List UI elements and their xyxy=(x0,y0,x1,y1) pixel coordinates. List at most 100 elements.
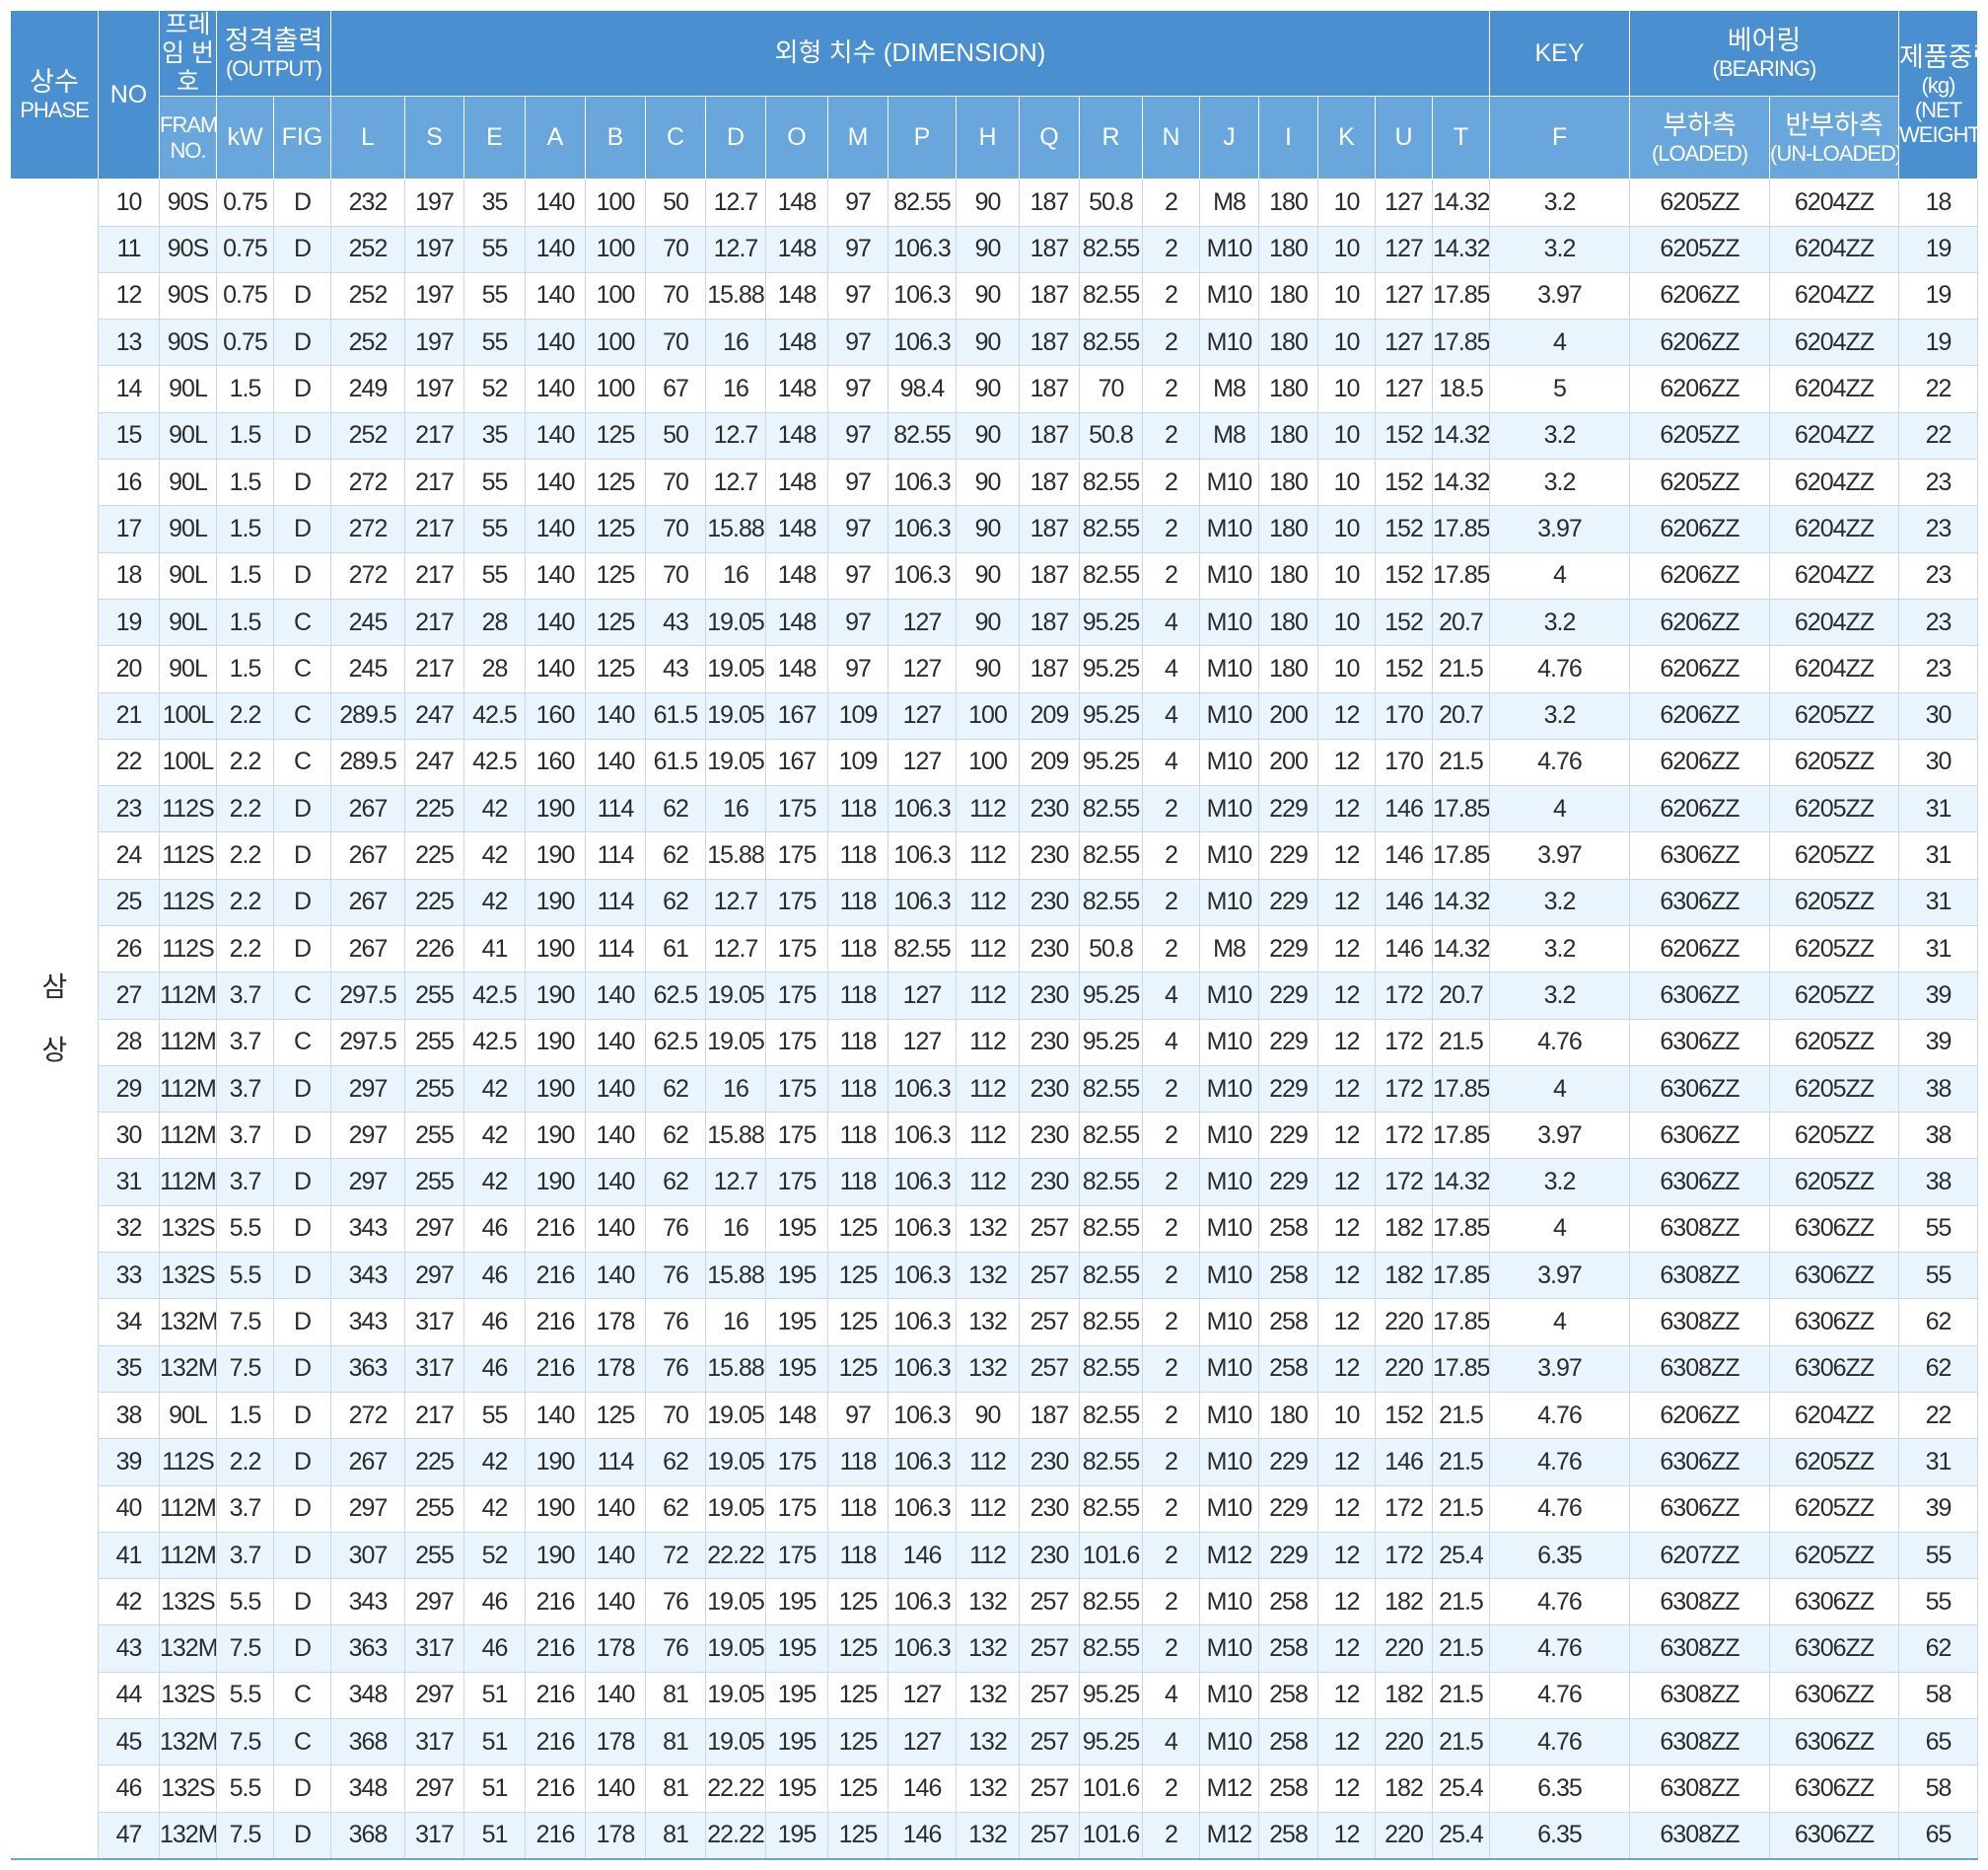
cell-key-f: 4.76 xyxy=(1489,1578,1630,1626)
table-row: 11 90S 0.75 D 252 197 55 140 100 70 12.7 148 97 106.3… xyxy=(11,225,1978,273)
cell-t: 17.85 xyxy=(1432,1252,1490,1300)
cell-h: 112 xyxy=(956,878,1020,927)
cell-j: M8 xyxy=(1199,411,1259,461)
cell-j: M10 xyxy=(1199,271,1259,321)
cell-frame: 112M xyxy=(159,971,217,1020)
cell-i: 258 xyxy=(1258,1204,1318,1254)
cell-b: 125 xyxy=(585,505,646,553)
cell-n: 2 xyxy=(1142,1764,1200,1813)
cell-a: 140 xyxy=(525,505,586,553)
cell-weight: 31 xyxy=(1898,831,1978,880)
table-row: 32 132S 5.5 D 343 297 46 216 140 76 16 195 125 106.3 1… xyxy=(11,1204,1978,1254)
cell-l: 363 xyxy=(330,1624,405,1673)
cell-o: 195 xyxy=(765,1204,828,1254)
cell-m: 125 xyxy=(827,1578,888,1626)
cell-key-f: 4.76 xyxy=(1489,1671,1630,1720)
cell-frame: 132S xyxy=(159,1671,217,1720)
header-dim-t: T xyxy=(1432,96,1490,180)
cell-fig: D xyxy=(273,1298,331,1346)
cell-b: 100 xyxy=(585,365,646,413)
cell-key-f: 3.97 xyxy=(1489,1112,1630,1160)
cell-frame: 112M xyxy=(159,1018,217,1066)
cell-q: 187 xyxy=(1019,179,1080,227)
cell-r: 95.25 xyxy=(1079,1018,1143,1066)
header-weight: 제품중량 (kg) (NET WEIGHT) xyxy=(1898,9,1978,180)
header-dim-r: R xyxy=(1079,96,1143,180)
cell-frame: 132S xyxy=(159,1252,217,1300)
cell-q: 230 xyxy=(1019,971,1080,1020)
cell-i: 258 xyxy=(1258,1252,1318,1300)
cell-weight: 55 xyxy=(1898,1531,1978,1580)
cell-frame: 90L xyxy=(159,459,217,507)
cell-o: 175 xyxy=(765,1438,828,1486)
cell-no: 24 xyxy=(98,831,160,880)
cell-e: 55 xyxy=(463,271,526,321)
cell-u: 146 xyxy=(1375,785,1433,833)
cell-m: 118 xyxy=(827,924,888,973)
cell-h: 132 xyxy=(956,1204,1020,1254)
header-key: KEY xyxy=(1489,9,1630,98)
cell-j: M10 xyxy=(1199,505,1259,553)
cell-kw: 2.2 xyxy=(216,1438,274,1486)
cell-k: 12 xyxy=(1317,1252,1376,1300)
header-dimension-label: 외형 치수 (DIMENSION) xyxy=(774,37,1046,68)
cell-kw: 0.75 xyxy=(216,271,274,321)
cell-bearing-unloaded: 6204ZZ xyxy=(1769,365,1899,413)
cell-bearing-unloaded: 6204ZZ xyxy=(1769,271,1899,321)
header-bearing-ko: 베어링 xyxy=(1727,25,1802,55)
cell-key-f: 4.76 xyxy=(1489,645,1630,693)
cell-bearing-unloaded: 6306ZZ xyxy=(1769,1578,1899,1626)
cell-b: 140 xyxy=(585,1018,646,1066)
cell-fig: C xyxy=(273,598,331,647)
cell-frame: 90L xyxy=(159,598,217,647)
cell-b: 178 xyxy=(585,1344,646,1393)
cell-weight: 38 xyxy=(1898,1064,1978,1114)
cell-no: 46 xyxy=(98,1764,160,1813)
cell-weight: 22 xyxy=(1898,1391,1978,1440)
cell-bearing-loaded: 6207ZZ xyxy=(1629,1531,1770,1580)
cell-j: M12 xyxy=(1199,1531,1259,1580)
cell-l: 252 xyxy=(330,225,405,273)
cell-o: 148 xyxy=(765,645,828,693)
cell-bearing-unloaded: 6306ZZ xyxy=(1769,1298,1899,1346)
cell-t: 14.32 xyxy=(1432,225,1490,273)
table-row: 27 112M 3.7 C 297.5 255 42.5 190 140 62.5 19.05 175… xyxy=(11,971,1978,1020)
cell-fig: D xyxy=(273,1764,331,1813)
cell-c: 43 xyxy=(645,645,706,693)
cell-s: 255 xyxy=(404,1531,464,1580)
cell-s: 197 xyxy=(404,179,464,227)
cell-o: 167 xyxy=(765,691,828,740)
cell-i: 229 xyxy=(1258,1064,1318,1114)
cell-t: 18.5 xyxy=(1432,365,1490,413)
cell-c: 62 xyxy=(645,1438,706,1486)
cell-k: 12 xyxy=(1317,1624,1376,1673)
cell-o: 148 xyxy=(765,505,828,553)
cell-weight: 23 xyxy=(1898,598,1978,647)
cell-a: 216 xyxy=(525,1578,586,1626)
cell-i: 180 xyxy=(1258,645,1318,693)
cell-k: 10 xyxy=(1317,411,1376,461)
cell-o: 175 xyxy=(765,1064,828,1114)
cell-l: 267 xyxy=(330,1438,405,1486)
cell-u: 127 xyxy=(1375,179,1433,227)
header-dim-label: U xyxy=(1394,123,1413,152)
cell-i: 258 xyxy=(1258,1671,1318,1720)
cell-no: 33 xyxy=(98,1252,160,1300)
cell-s: 297 xyxy=(404,1578,464,1626)
cell-frame: 100L xyxy=(159,738,217,787)
cell-c: 81 xyxy=(645,1811,706,1860)
cell-key-f: 3.2 xyxy=(1489,691,1630,740)
cell-o: 148 xyxy=(765,179,828,227)
cell-u: 182 xyxy=(1375,1252,1433,1300)
cell-o: 175 xyxy=(765,1018,828,1066)
cell-a: 140 xyxy=(525,319,586,367)
header-dim-j: J xyxy=(1199,96,1259,180)
cell-q: 187 xyxy=(1019,411,1080,461)
cell-p: 146 xyxy=(888,1811,957,1860)
cell-a: 160 xyxy=(525,738,586,787)
cell-e: 42 xyxy=(463,1112,526,1160)
table-row: 31 112M 3.7 D 297 255 42 190 140 62 12.7 175 118 106.… xyxy=(11,1158,1978,1206)
cell-k: 12 xyxy=(1317,924,1376,973)
cell-d: 12.7 xyxy=(705,924,766,973)
header-dim-label: J xyxy=(1223,123,1236,152)
